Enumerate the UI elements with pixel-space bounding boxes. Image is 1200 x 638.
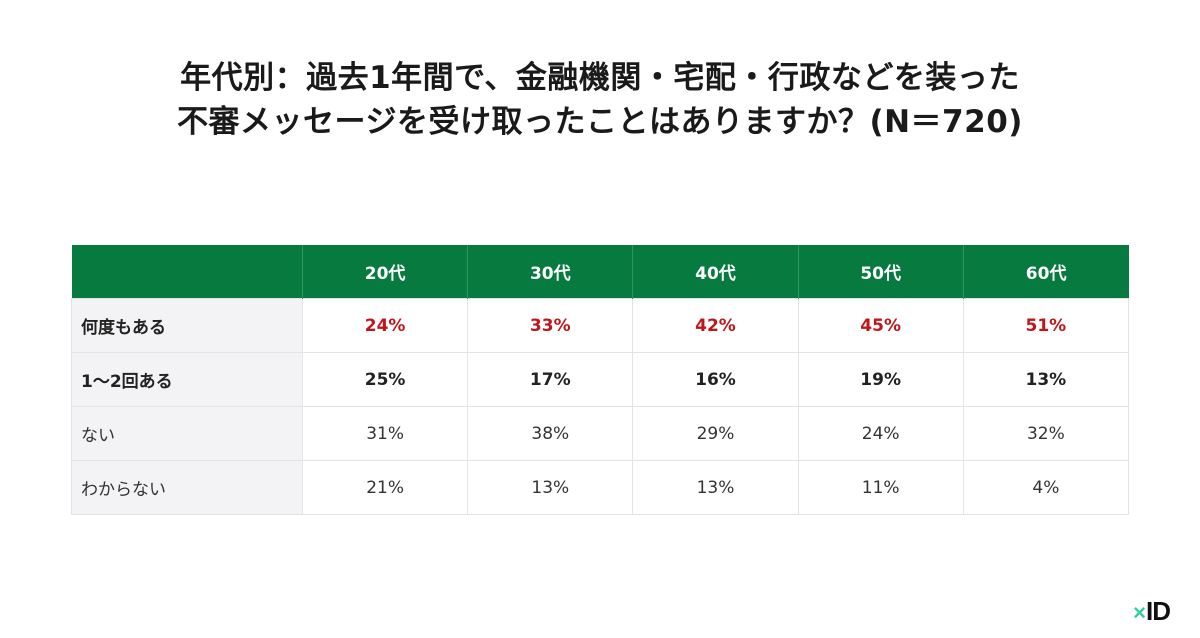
table-row: 何度もある 24% 33% 42% 45% 51%: [71, 298, 1130, 353]
row-label: ない: [71, 406, 303, 461]
table-cell: 21%: [301, 460, 469, 515]
table-cell: 31%: [301, 406, 469, 461]
table-cell: 19%: [797, 352, 964, 407]
header-50s: 50代: [797, 245, 964, 299]
table-cell: 17%: [467, 352, 634, 407]
table-cell: 24%: [797, 406, 964, 461]
table-cell: 13%: [632, 460, 799, 515]
table-cell: 32%: [962, 406, 1130, 461]
table-row: 1〜2回ある 25% 17% 16% 19% 13%: [71, 352, 1130, 407]
table-row: わからない 21% 13% 13% 11% 4%: [71, 460, 1130, 515]
table-cell: 13%: [467, 460, 634, 515]
table-cell: 13%: [962, 352, 1130, 407]
title-line-2: 不審メッセージを受け取ったことはありますか？(N＝720): [177, 104, 1023, 140]
header-20s: 20代: [301, 245, 469, 299]
page-title: 年代別：過去1年間で、金融機関・宅配・行政などを装った 不審メッセージを受け取っ…: [0, 56, 1200, 144]
results-table: 20代 30代 40代 50代 60代 何度もある 24% 33% 42% 45…: [71, 245, 1130, 515]
table-cell: 25%: [301, 352, 469, 407]
header-corner: [71, 245, 303, 299]
row-label: 何度もある: [71, 298, 303, 353]
header-60s: 60代: [962, 245, 1129, 299]
title-line-1: 年代別：過去1年間で、金融機関・宅配・行政などを装った: [180, 60, 1020, 96]
table-cell: 51%: [962, 298, 1130, 353]
header-40s: 40代: [632, 245, 799, 299]
table-cell: 38%: [467, 406, 634, 461]
table-cell: 45%: [797, 298, 964, 353]
table-cell: 33%: [467, 298, 634, 353]
brand-logo: ×ID: [1133, 596, 1171, 627]
header-row: 20代 30代 40代 50代 60代: [71, 245, 1129, 299]
table-cell: 16%: [632, 352, 799, 407]
table-cell: 29%: [632, 406, 799, 461]
row-label: 1〜2回ある: [71, 352, 303, 407]
table-cell: 11%: [797, 460, 964, 515]
header-30s: 30代: [467, 245, 634, 299]
x-mark-icon: ×: [1133, 600, 1146, 625]
row-label: わからない: [71, 460, 303, 515]
table-row: ない 31% 38% 29% 24% 32%: [71, 406, 1130, 461]
table-cell: 4%: [962, 460, 1130, 515]
logo-text: ID: [1146, 596, 1171, 626]
table-cell: 24%: [301, 298, 469, 353]
table-cell: 42%: [632, 298, 799, 353]
